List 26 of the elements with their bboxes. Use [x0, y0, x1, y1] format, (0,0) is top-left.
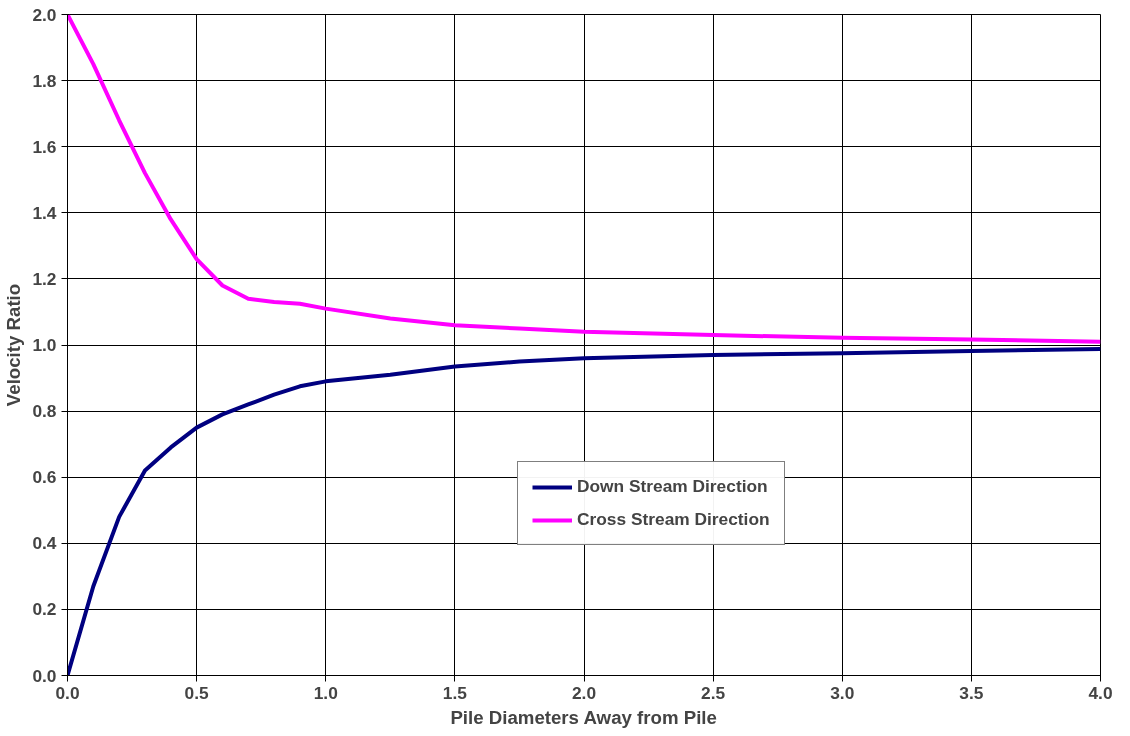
legend-label: Down Stream Direction	[577, 476, 768, 497]
x-axis-title: Pile Diameters Away from Pile	[450, 706, 717, 728]
x-tick-label: 2.0	[571, 682, 597, 703]
y-tick-label: 1.8	[32, 70, 57, 91]
y-tick-label: 0.4	[32, 533, 57, 554]
y-tick-label: 1.0	[32, 335, 57, 355]
x-tick-label: 3.5	[959, 682, 984, 703]
legend-label: Cross Stream Direction	[577, 509, 770, 530]
x-tick-label: 0.0	[55, 682, 80, 703]
y-tick-label: 0.2	[32, 599, 57, 620]
x-tick-label: 0.5	[184, 682, 210, 703]
y-tick-label: 1.6	[32, 136, 57, 157]
y-tick-label: 0.0	[32, 665, 57, 686]
x-tick-label: 3.0	[830, 682, 855, 703]
y-tick-label: 0.6	[32, 467, 57, 488]
x-tick-label: 1.5	[442, 682, 468, 703]
line-series	[67, 346, 1101, 676]
y-tick-label: 1.4	[32, 202, 57, 223]
y-tick-label: 1.2	[32, 268, 57, 289]
x-tick-label: 2.5	[701, 682, 726, 703]
x-tick-label: 4.0	[1088, 682, 1113, 703]
y-tick-label: 2.0	[32, 4, 57, 25]
line-series	[67, 14, 1101, 344]
y-axis-title: Velocity Ratio	[3, 283, 25, 407]
x-tick-label: 1.0	[313, 682, 338, 703]
y-tick-label: 0.8	[32, 401, 57, 422]
